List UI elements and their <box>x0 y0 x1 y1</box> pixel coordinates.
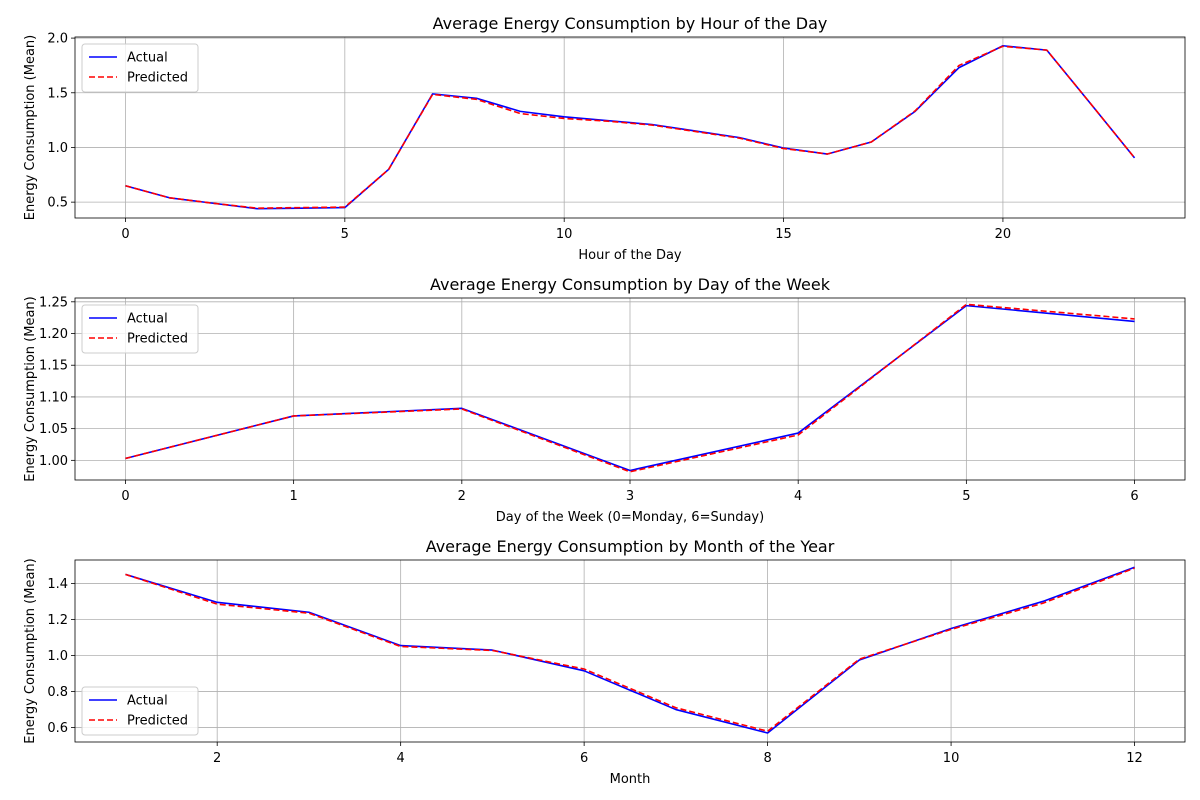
x-tick-label: 6 <box>1130 489 1138 504</box>
legend-label-actual: Actual <box>127 51 168 66</box>
legend-label-predicted: Predicted <box>127 714 188 729</box>
x-tick-label: 10 <box>556 227 573 242</box>
series-line-predicted <box>125 567 1135 732</box>
subplot-1: 0 1 2 3 4 5 6 1.00 1.05 1.10 1.15 1.20 1.25 Average E… <box>23 275 1186 525</box>
series-line-predicted <box>125 45 1136 209</box>
y-tick-label: 1.0 <box>47 649 68 664</box>
x-tick-label: 6 <box>580 751 588 766</box>
y-axis-label: Energy Consumption (Mean) <box>23 35 38 220</box>
x-tick-label: 2 <box>213 751 221 766</box>
legend-label-predicted: Predicted <box>127 332 188 347</box>
x-tick-label: 1 <box>289 489 297 504</box>
series-line-predicted <box>125 303 1135 473</box>
plot-frame <box>74 36 1186 219</box>
legend-box <box>81 304 199 354</box>
subplot-0: 0 5 10 15 20 0.5 1.0 1.5 2.0 Average Energy Consu… <box>23 14 1186 263</box>
y-tick-label: 1.15 <box>39 359 68 374</box>
x-tick-label: 5 <box>341 227 349 242</box>
y-tick-label: 1.00 <box>39 454 68 469</box>
series-line-actual <box>125 566 1135 734</box>
x-axis-label: Month <box>610 772 651 787</box>
legend: Actual Predicted <box>81 43 199 93</box>
x-tick-label: 10 <box>943 751 960 766</box>
y-axis-label: Energy Consumption (Mean) <box>23 558 38 743</box>
x-tick-label: 4 <box>794 489 802 504</box>
legend-label-predicted: Predicted <box>127 71 188 86</box>
y-tick-label: 1.2 <box>47 613 68 628</box>
plot-frame <box>74 559 1186 743</box>
chart-title: Average Energy Consumption by Day of the… <box>430 275 831 294</box>
subplot-2: 2 4 6 8 10 12 0.6 0.8 1.0 1.2 1.4 Average Energy Co… <box>23 537 1186 787</box>
y-tick-label: 1.10 <box>39 390 68 405</box>
y-tick-label: 1.0 <box>47 141 68 156</box>
y-tick-label: 0.6 <box>47 721 68 736</box>
y-axis-label: Energy Consumption (Mean) <box>23 296 38 481</box>
x-tick-label: 12 <box>1126 751 1143 766</box>
y-tick-label: 1.05 <box>39 422 68 437</box>
x-tick-label: 2 <box>458 489 466 504</box>
legend-box <box>81 686 199 736</box>
x-tick-label: 0 <box>121 489 129 504</box>
x-tick-label: 15 <box>775 227 792 242</box>
x-tick-label: 3 <box>626 489 634 504</box>
y-tick-label: 1.25 <box>39 295 68 310</box>
y-tick-label: 0.5 <box>47 196 68 211</box>
chart-title: Average Energy Consumption by Month of t… <box>426 537 835 556</box>
x-tick-label: 8 <box>763 751 771 766</box>
x-axis-label: Day of the Week (0=Monday, 6=Sunday) <box>496 510 764 525</box>
legend-box <box>81 43 199 93</box>
x-tick-label: 4 <box>397 751 405 766</box>
legend-label-actual: Actual <box>127 694 168 709</box>
x-tick-label: 5 <box>962 489 970 504</box>
x-axis-label: Hour of the Day <box>578 248 682 263</box>
y-tick-label: 1.5 <box>47 86 68 101</box>
series-line-actual <box>125 44 1136 210</box>
y-tick-label: 1.4 <box>47 577 68 592</box>
y-tick-label: 2.0 <box>47 32 68 47</box>
x-tick-label: 20 <box>995 227 1012 242</box>
legend-label-actual: Actual <box>127 312 168 327</box>
x-tick-label: 0 <box>121 227 129 242</box>
legend: Actual Predicted <box>81 686 199 736</box>
chart-title: Average Energy Consumption by Hour of th… <box>433 14 828 33</box>
legend: Actual Predicted <box>81 304 199 354</box>
y-tick-label: 0.8 <box>47 685 68 700</box>
y-tick-label: 1.20 <box>39 327 68 342</box>
